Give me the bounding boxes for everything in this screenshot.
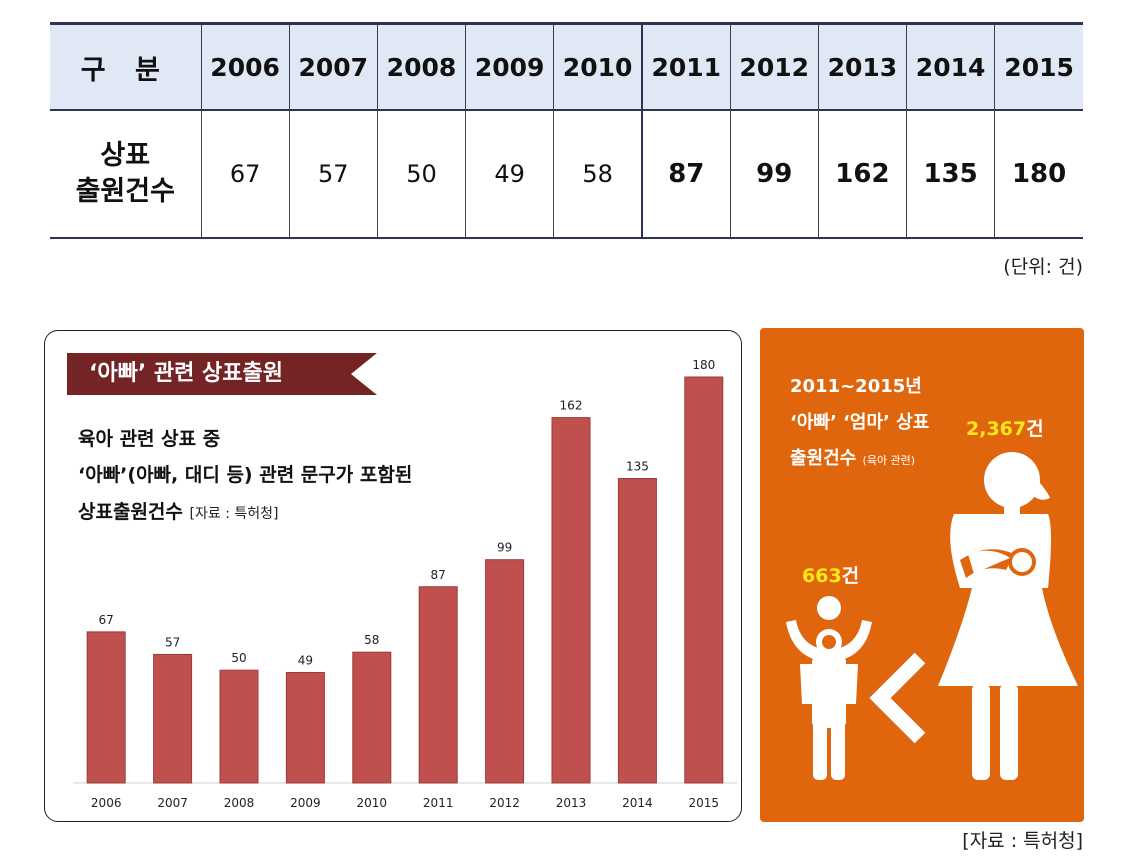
value-cell: 50 xyxy=(376,110,466,238)
chart-desc-line1: 육아 관련 상표 중 xyxy=(78,428,221,450)
chart-desc-line2: ‘아빠’(아빠, 대디 등) 관련 문구가 포함된 xyxy=(78,464,413,486)
info-panel: 2011~2015년 ‘아빠’ ‘엄마’ 상표 출원건수 (육아 관련) 2,3… xyxy=(760,328,1084,822)
value-cell: 67 xyxy=(200,110,290,238)
mom-count-unit: 건 xyxy=(1026,418,1044,440)
x-tick-label: 2008 xyxy=(224,796,255,810)
year-header: 2009 xyxy=(465,23,554,110)
chart-banner xyxy=(67,353,377,395)
value-cell: 57 xyxy=(288,110,378,238)
bar xyxy=(684,376,724,784)
data-label: 50 xyxy=(231,651,246,665)
data-label: 135 xyxy=(626,460,649,474)
row-label-line2: 출원건수 xyxy=(75,176,175,207)
data-label: 180 xyxy=(692,358,715,372)
year-header: 2012 xyxy=(729,23,819,110)
row-label: 상표 출원건수 xyxy=(50,110,201,238)
year-header: 2008 xyxy=(376,23,466,110)
dad-count-label: 663건 xyxy=(802,561,859,588)
bar xyxy=(418,586,458,784)
value-cell: 87 xyxy=(640,110,731,238)
year-header: 2015 xyxy=(994,23,1083,110)
unit-note: (단위: 건) xyxy=(1003,256,1083,278)
bar xyxy=(153,653,193,784)
value-cell: 180 xyxy=(994,110,1083,238)
figure-art xyxy=(786,452,1078,780)
x-tick-label: 2014 xyxy=(622,796,653,810)
data-label: 57 xyxy=(165,635,180,649)
chart-desc-line3-wrap: 상표출원건수 [자료 : 특허청] xyxy=(78,497,278,524)
dad-count-unit: 건 xyxy=(841,565,860,587)
data-label: 58 xyxy=(364,633,379,647)
bar xyxy=(485,559,525,784)
year-header: 2014 xyxy=(905,23,995,110)
mom-count-label: 2,367건 xyxy=(966,414,1044,441)
year-header: 2007 xyxy=(288,23,378,110)
bar xyxy=(285,671,325,784)
chart-desc-line3: 상표출원건수 xyxy=(78,501,183,523)
x-tick-label: 2013 xyxy=(556,796,587,810)
x-tick-label: 2011 xyxy=(423,796,454,810)
data-label: 99 xyxy=(497,541,512,555)
bar xyxy=(617,478,657,784)
x-tick-label: 2015 xyxy=(689,796,720,810)
value-cell: 162 xyxy=(817,110,907,238)
value-cell: 58 xyxy=(553,110,642,238)
chart-panel: ‘아빠’ 관련 상표출원 육아 관련 상표 중 ‘아빠’(아빠, 대디 등) 관… xyxy=(44,330,742,822)
info-line2: ‘아빠’ ‘엄마’ 상표 xyxy=(790,412,930,433)
table-row: 상표 출원건수 67 57 50 49 58 87 99 162 135 180 xyxy=(50,110,1083,238)
dad-count: 663 xyxy=(802,565,842,587)
value-cell: 135 xyxy=(905,110,995,238)
year-header: 2006 xyxy=(200,23,290,110)
value-cell: 49 xyxy=(465,110,554,238)
info-line1: 2011~2015년 xyxy=(790,376,922,397)
bar xyxy=(219,669,259,784)
bar xyxy=(551,417,591,784)
header-label: 구 분 xyxy=(50,23,201,110)
x-tick-label: 2007 xyxy=(157,796,188,810)
data-label: 162 xyxy=(560,399,583,413)
father-with-child-icon xyxy=(786,596,872,780)
mother-holding-baby-icon xyxy=(938,452,1078,780)
data-label: 49 xyxy=(298,653,313,667)
x-tick-label: 2006 xyxy=(91,796,122,810)
table-header-row: 구 분 2006 2007 2008 2009 2010 2011 2012 2… xyxy=(50,23,1083,110)
mom-count: 2,367 xyxy=(966,418,1027,440)
info-line3-small: (육아 관련) xyxy=(862,454,916,467)
x-tick-label: 2012 xyxy=(489,796,520,810)
year-header: 2013 xyxy=(817,23,907,110)
x-tick-label: 2009 xyxy=(290,796,321,810)
info-line3-wrap: 출원건수 (육아 관련) xyxy=(790,444,915,470)
data-label: 87 xyxy=(431,568,446,582)
chart-title: ‘아빠’ 관련 상표출원 xyxy=(89,361,283,386)
data-label: 67 xyxy=(99,613,114,627)
bar-chart: 67 2006 57 2007 50 2008 49 2009 58 2010 87 2011 99 20… xyxy=(73,358,737,810)
chart-desc-source: [자료 : 특허청] xyxy=(189,506,279,522)
row-label-line1: 상표 xyxy=(100,140,151,171)
bar xyxy=(352,651,392,784)
less-than-icon xyxy=(869,652,926,744)
stats-table: 구 분 2006 2007 2008 2009 2010 2011 2012 2… xyxy=(50,22,1083,239)
x-tick-label: 2010 xyxy=(357,796,388,810)
source-note: [자료 : 특허청] xyxy=(962,830,1083,852)
year-header: 2010 xyxy=(553,23,642,110)
info-line3: 출원건수 xyxy=(790,448,857,469)
bar xyxy=(86,631,126,784)
value-cell: 99 xyxy=(729,110,819,238)
year-header: 2011 xyxy=(640,23,731,110)
